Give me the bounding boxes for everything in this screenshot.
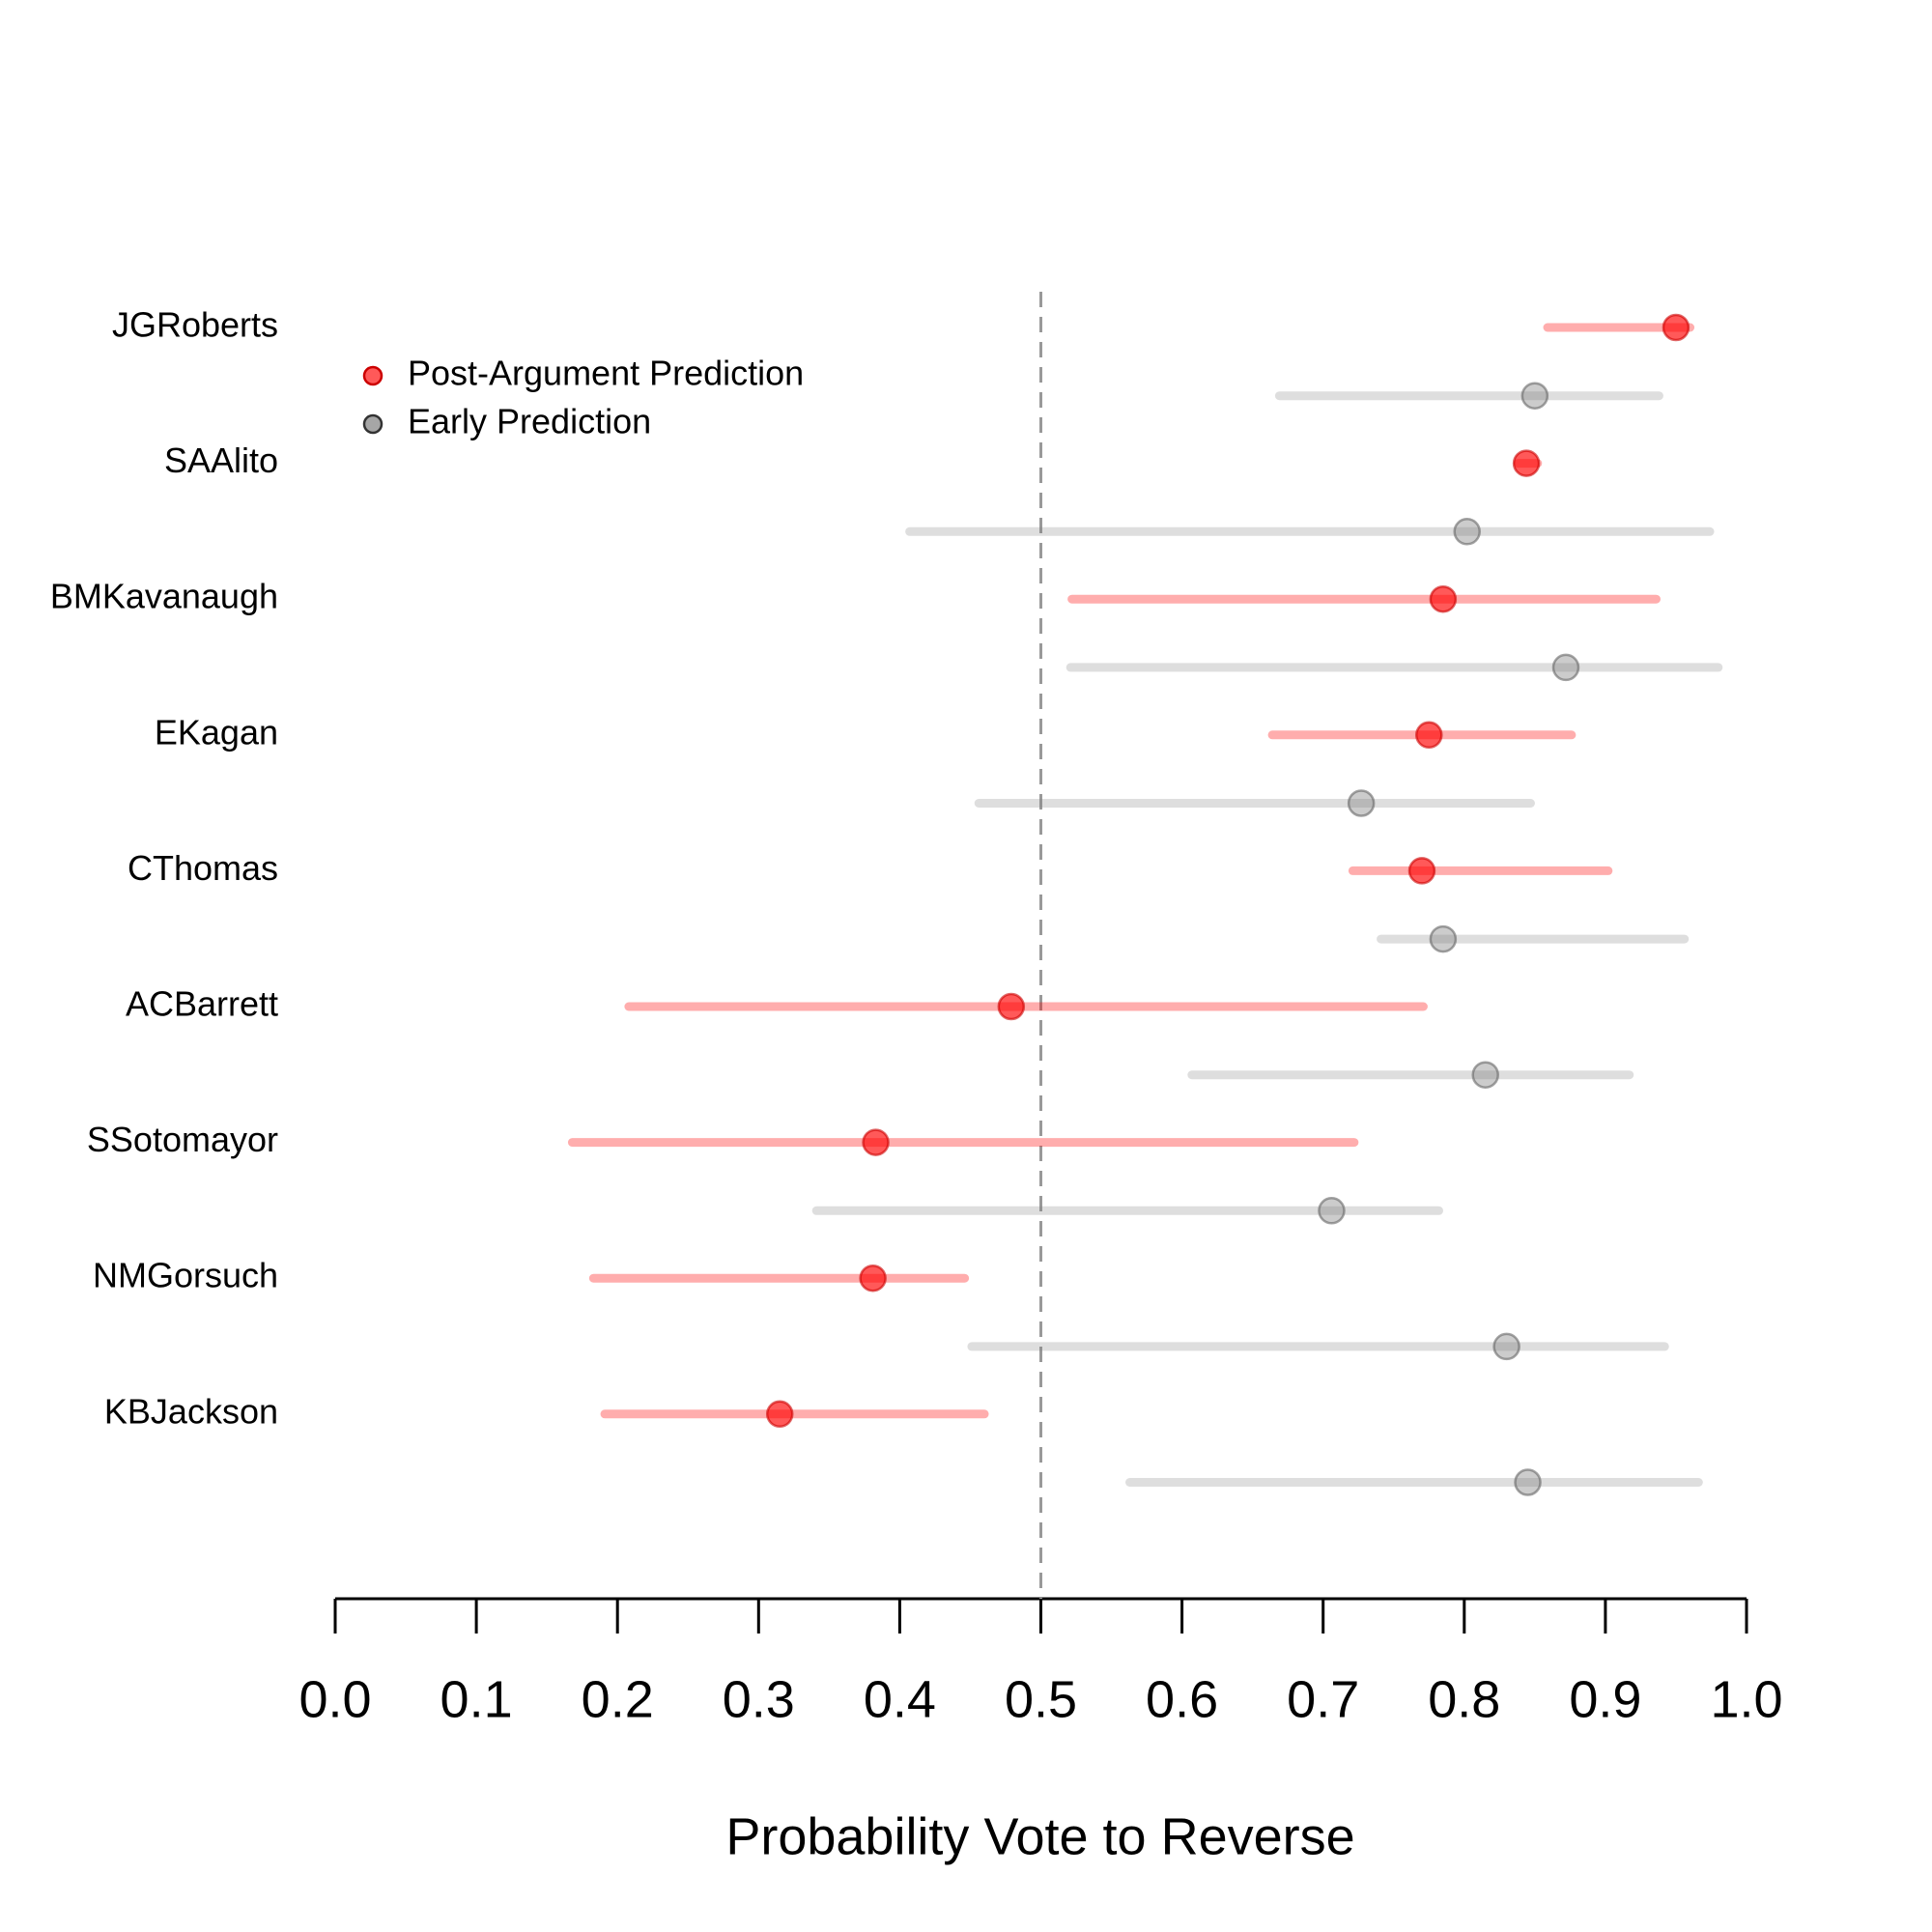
point <box>1520 382 1549 410</box>
x-tick-label: 0.3 <box>723 1670 795 1728</box>
point <box>765 1400 794 1429</box>
category-label: SAAlito <box>164 440 278 480</box>
legend-marker <box>362 413 384 435</box>
x-tick-label: 0.0 <box>298 1670 371 1728</box>
category-label: ACBarrett <box>126 984 278 1024</box>
category-label: BMKavanaugh <box>50 577 278 616</box>
x-tick-label: 0.8 <box>1428 1670 1500 1728</box>
point <box>859 1264 887 1293</box>
point <box>1415 721 1443 750</box>
point <box>1512 449 1541 477</box>
legend-label: Early Prediction <box>408 402 651 441</box>
x-tick-label: 1.0 <box>1710 1670 1782 1728</box>
x-tick-label: 0.1 <box>440 1670 513 1728</box>
x-tick-label: 0.7 <box>1287 1670 1359 1728</box>
x-tick-label: 0.9 <box>1569 1670 1641 1728</box>
point <box>1429 584 1458 613</box>
point <box>1318 1197 1346 1225</box>
legend-marker <box>362 365 384 386</box>
point <box>862 1128 890 1156</box>
point <box>1662 313 1690 342</box>
x-tick-label: 0.5 <box>1005 1670 1077 1728</box>
point <box>1347 789 1376 817</box>
x-axis-label: Probability Vote to Reverse <box>725 1807 1354 1865</box>
x-tick-label: 0.4 <box>864 1670 936 1728</box>
category-label: SSotomayor <box>87 1120 278 1159</box>
point <box>1429 924 1458 953</box>
point <box>997 992 1026 1021</box>
legend-label: Post-Argument Prediction <box>408 354 804 393</box>
point <box>1471 1061 1499 1089</box>
x-tick-label: 0.2 <box>582 1670 654 1728</box>
point <box>1453 518 1481 546</box>
category-label: EKagan <box>155 712 278 752</box>
point <box>1514 1468 1542 1496</box>
category-label: KBJackson <box>104 1391 278 1431</box>
category-label: JGRoberts <box>112 305 278 345</box>
x-tick-label: 0.6 <box>1146 1670 1218 1728</box>
point <box>1551 653 1580 682</box>
category-label: NMGorsuch <box>93 1256 278 1295</box>
point <box>1492 1332 1520 1361</box>
category-label: CThomas <box>128 848 278 888</box>
point <box>1407 857 1436 885</box>
